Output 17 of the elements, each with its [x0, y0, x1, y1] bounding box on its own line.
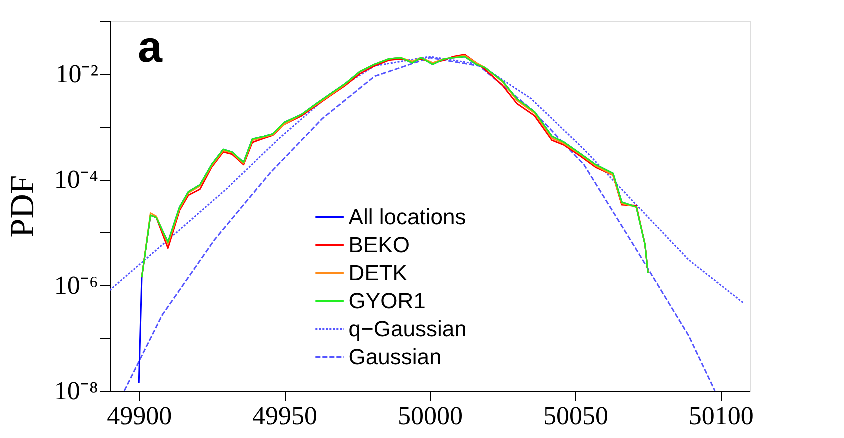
- y-tick-label: 10⁻⁶: [54, 270, 98, 300]
- annotation: a: [138, 23, 163, 72]
- y-tick-label: 10⁻⁸: [54, 376, 98, 406]
- x-tick-label: 49900: [107, 402, 172, 430]
- y-tick-label: 10⁻⁴: [54, 165, 98, 194]
- x-tick-label: 49950: [252, 402, 318, 430]
- y-tick-label: 10⁻²: [56, 59, 99, 88]
- legend-label: q−Gaussian: [348, 316, 467, 342]
- legend-label: All locations: [348, 204, 466, 230]
- legend-label: BEKO: [348, 232, 410, 258]
- x-tick-label: 50050: [543, 402, 608, 430]
- legend-label: GYOR1: [348, 288, 426, 314]
- x-tick-label: 50000: [398, 402, 463, 430]
- legend-label: Gaussian: [348, 344, 442, 370]
- y-axis-title: PDF: [4, 175, 42, 238]
- x-tick-label: 50100: [688, 402, 754, 430]
- legend-label: DETK: [348, 260, 408, 286]
